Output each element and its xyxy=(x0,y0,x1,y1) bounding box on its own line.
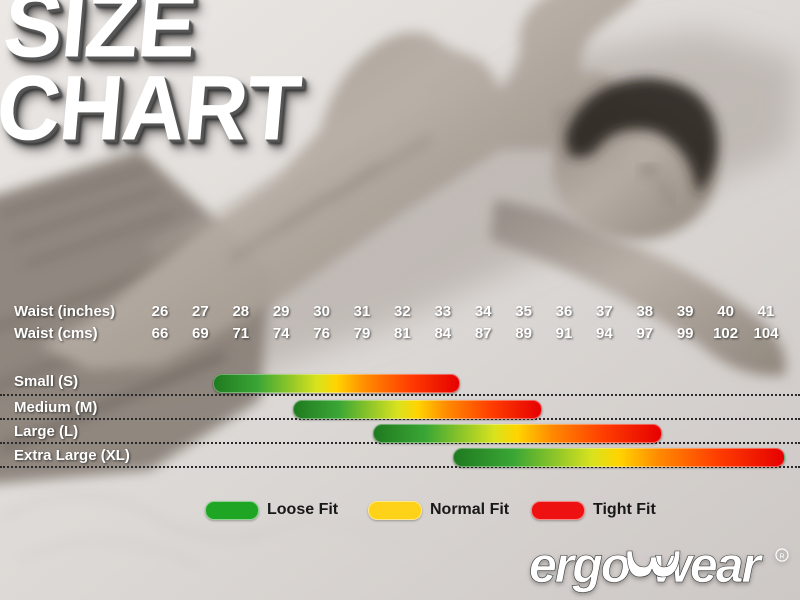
svg-text:ergo: ergo xyxy=(529,537,630,593)
svg-text:R: R xyxy=(779,554,784,561)
